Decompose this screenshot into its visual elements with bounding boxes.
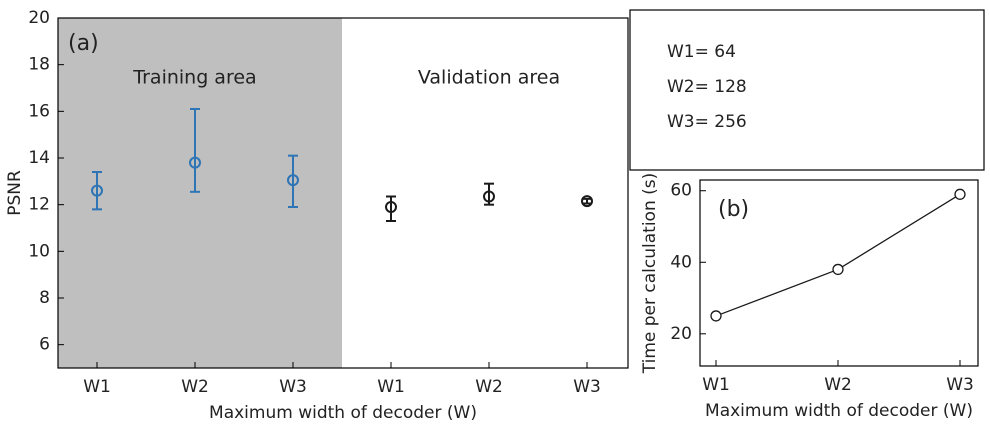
x-tick-label: W1 xyxy=(702,375,730,395)
marker xyxy=(91,184,103,197)
x-tick-label: W3 xyxy=(279,377,307,397)
plot-frame xyxy=(57,17,629,369)
x-tick-label: W2 xyxy=(181,377,209,397)
x-axis-label: Maximum width of decoder (W) xyxy=(705,401,973,421)
y-tick-label: 18 xyxy=(28,55,50,75)
y-tick-label: 16 xyxy=(28,101,50,121)
marker xyxy=(385,201,397,213)
y-tick-label: 12 xyxy=(28,195,50,215)
area-label: Validation area xyxy=(418,67,560,89)
area-label: Training area xyxy=(132,67,256,89)
y-tick-label: 14 xyxy=(28,148,50,168)
marker xyxy=(710,310,722,322)
note: W2= 128 xyxy=(667,77,747,97)
y-tick-label: 60 xyxy=(670,181,692,201)
y-tick-label: 20 xyxy=(670,324,692,344)
x-tick-label: W3 xyxy=(573,377,601,397)
y-tick-label: 20 xyxy=(28,8,50,28)
x-axis-label: Maximum width of decoder (W) xyxy=(209,403,477,423)
note-box xyxy=(629,9,985,171)
y-tick-label: 8 xyxy=(39,288,50,308)
marker xyxy=(954,188,966,200)
marker xyxy=(189,156,201,169)
x-tick-label: W2 xyxy=(824,375,852,395)
marker xyxy=(287,174,299,187)
y-tick-label: 6 xyxy=(39,335,50,355)
marker xyxy=(483,190,495,203)
marker xyxy=(832,263,844,276)
line xyxy=(715,193,961,317)
panel-label: (b) xyxy=(718,197,749,222)
plot-frame xyxy=(699,179,979,367)
marker xyxy=(581,195,593,208)
x-tick-label: W3 xyxy=(946,375,974,395)
note: W1= 64 xyxy=(667,42,736,62)
x-tick-label: W1 xyxy=(83,377,111,397)
x-tick-label: W2 xyxy=(475,377,503,397)
y-tick-label: 40 xyxy=(670,252,692,272)
panel-label: (a) xyxy=(68,31,99,56)
x-tick-label: W1 xyxy=(377,377,405,397)
y-axis-label: PSNR xyxy=(5,170,25,216)
area-shade xyxy=(58,18,342,368)
y-axis-label: Time per calculation (s) xyxy=(640,173,660,375)
y-tick-label: 10 xyxy=(28,241,50,261)
note: W3= 256 xyxy=(667,112,747,132)
